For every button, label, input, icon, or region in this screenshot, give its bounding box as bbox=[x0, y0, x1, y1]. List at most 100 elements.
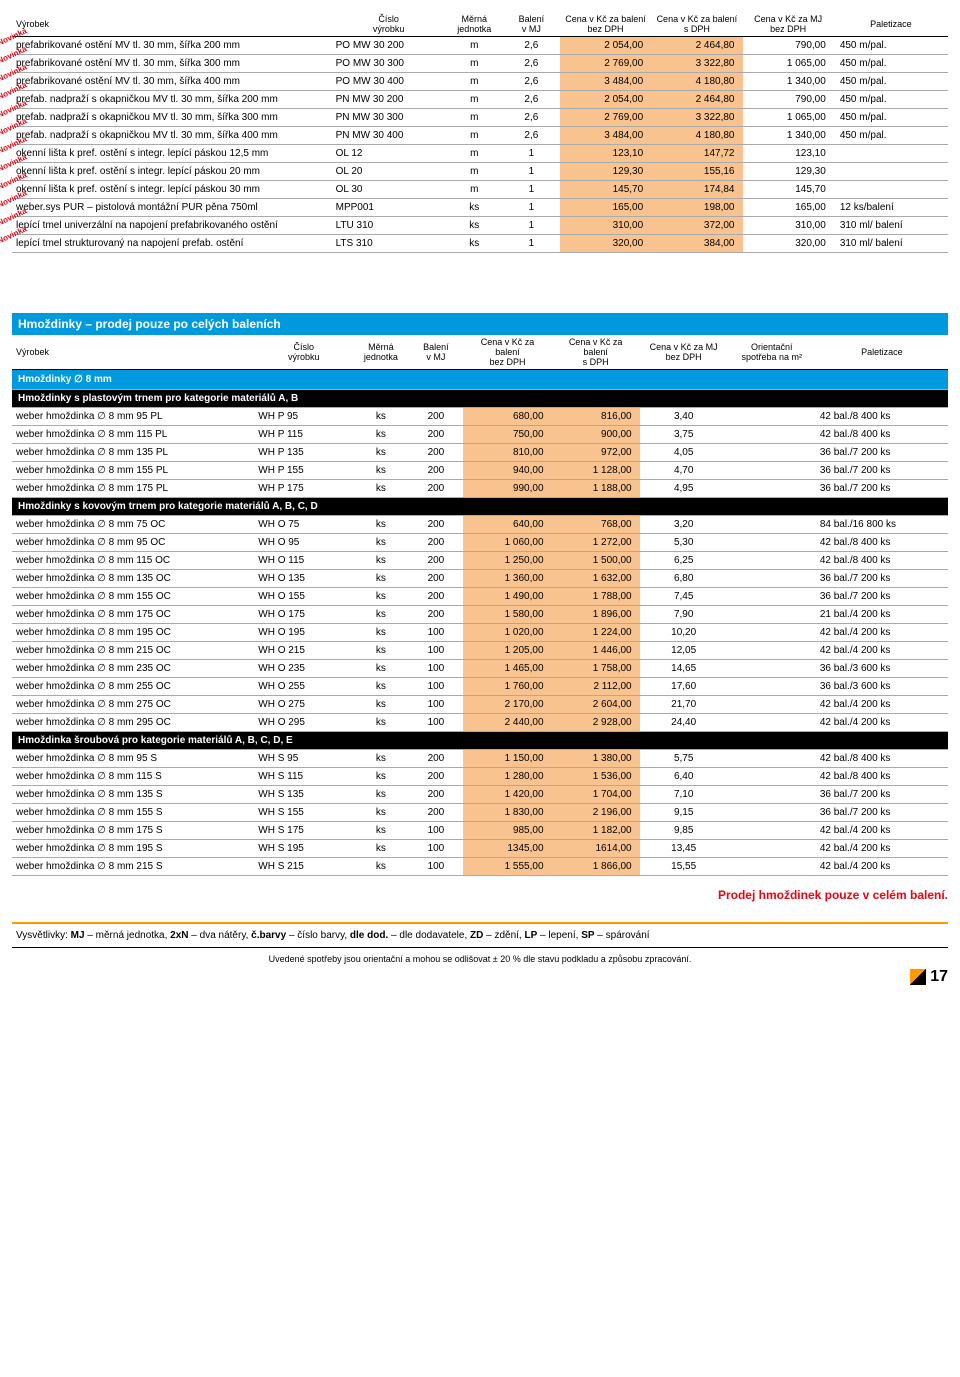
cell: 3 322,80 bbox=[651, 55, 742, 73]
cell: 1 580,00 bbox=[463, 606, 551, 624]
cell: 6,25 bbox=[640, 552, 728, 570]
table-row: prefabrikované ostění MV tl. 30 mm, šířk… bbox=[12, 73, 948, 91]
cell: ks bbox=[353, 444, 408, 462]
cell: 13,45 bbox=[640, 840, 728, 858]
cell: 165,00 bbox=[560, 199, 651, 217]
red-note: Prodej hmoždinek pouze v celém balení. bbox=[12, 888, 948, 902]
table-row: weber hmoždinka ∅ 8 mm 175 OCWH O 175ks2… bbox=[12, 606, 948, 624]
cell: 42 bal./4 200 ks bbox=[816, 858, 948, 876]
cell: 1 250,00 bbox=[463, 552, 551, 570]
products-table-2: VýrobekČíslovýrobkuMěrnájednotkaBalenív … bbox=[12, 335, 948, 876]
cell: WH O 255 bbox=[254, 678, 353, 696]
cell: 768,00 bbox=[552, 516, 640, 534]
cell: 3 484,00 bbox=[560, 127, 651, 145]
cell: ks bbox=[446, 235, 503, 253]
cell: 3,20 bbox=[640, 516, 728, 534]
cell: weber hmoždinka ∅ 8 mm 95 S bbox=[12, 750, 254, 768]
cell: 1 065,00 bbox=[743, 109, 834, 127]
cell: WH P 175 bbox=[254, 480, 353, 498]
cell: ks bbox=[353, 462, 408, 480]
cell: 1 760,00 bbox=[463, 678, 551, 696]
table-row: weber hmoždinka ∅ 8 mm 115 SWH S 115ks20… bbox=[12, 768, 948, 786]
cell: 10,20 bbox=[640, 624, 728, 642]
cell: 450 m/pal. bbox=[834, 55, 948, 73]
cell: 100 bbox=[408, 696, 463, 714]
cell: WH O 135 bbox=[254, 570, 353, 588]
footer-note: Uvedené spotřeby jsou orientační a mohou… bbox=[12, 954, 948, 964]
cell: ks bbox=[353, 642, 408, 660]
cell: weber hmoždinka ∅ 8 mm 195 S bbox=[12, 840, 254, 858]
cell bbox=[728, 642, 816, 660]
cell: PO MW 30 200 bbox=[332, 37, 446, 55]
cell bbox=[728, 660, 816, 678]
cell: 100 bbox=[408, 822, 463, 840]
cell: 6,40 bbox=[640, 768, 728, 786]
cell: 310 ml/ balení bbox=[834, 217, 948, 235]
table-row: weber hmoždinka ∅ 8 mm 135 OCWH O 135ks2… bbox=[12, 570, 948, 588]
products-table-1: VýrobekČíslovýrobkuMěrnájednotkaBalenív … bbox=[12, 12, 948, 253]
cell: WH S 195 bbox=[254, 840, 353, 858]
cell: 9,15 bbox=[640, 804, 728, 822]
cell: 198,00 bbox=[651, 199, 742, 217]
cell: 200 bbox=[408, 768, 463, 786]
cell: 640,00 bbox=[463, 516, 551, 534]
cell: 7,10 bbox=[640, 786, 728, 804]
cell: 2 054,00 bbox=[560, 37, 651, 55]
cell: ks bbox=[353, 660, 408, 678]
cell: 1 465,00 bbox=[463, 660, 551, 678]
cell: weber hmoždinka ∅ 8 mm 235 OC bbox=[12, 660, 254, 678]
cell: 200 bbox=[408, 750, 463, 768]
cell: WH O 175 bbox=[254, 606, 353, 624]
cell: ks bbox=[446, 199, 503, 217]
cell: 790,00 bbox=[743, 37, 834, 55]
table-row: weber hmoždinka ∅ 8 mm 95 SWH S 95ks2001… bbox=[12, 750, 948, 768]
table-row: prefabrikované ostění MV tl. 30 mm, šířk… bbox=[12, 55, 948, 73]
cell: ks bbox=[353, 426, 408, 444]
cell: 1 020,00 bbox=[463, 624, 551, 642]
cell: MPP001 bbox=[332, 199, 446, 217]
table-row: weber hmoždinka ∅ 8 mm 115 PLWH P 115ks2… bbox=[12, 426, 948, 444]
category-bar: Hmoždinky s kovovým trnem pro kategorie … bbox=[12, 498, 948, 516]
cell: m bbox=[446, 91, 503, 109]
cell: weber hmoždinka ∅ 8 mm 175 PL bbox=[12, 480, 254, 498]
cell: prefabrikované ostění MV tl. 30 mm, šířk… bbox=[12, 55, 332, 73]
cell: WH P 135 bbox=[254, 444, 353, 462]
cell: 36 bal./7 200 ks bbox=[816, 462, 948, 480]
cell: 2 928,00 bbox=[552, 714, 640, 732]
cell: 1 536,00 bbox=[552, 768, 640, 786]
cell bbox=[728, 696, 816, 714]
cell: 5,30 bbox=[640, 534, 728, 552]
cell: 384,00 bbox=[651, 235, 742, 253]
cell: 100 bbox=[408, 624, 463, 642]
cell: weber hmoždinka ∅ 8 mm 135 PL bbox=[12, 444, 254, 462]
table-row: prefab. nadpraží s okapničkou MV tl. 30 … bbox=[12, 127, 948, 145]
cell bbox=[834, 163, 948, 181]
cell: 810,00 bbox=[463, 444, 551, 462]
cell: 12 ks/balení bbox=[834, 199, 948, 217]
cell: 100 bbox=[408, 714, 463, 732]
cell bbox=[728, 534, 816, 552]
cell: 36 bal./7 200 ks bbox=[816, 480, 948, 498]
cell: 42 bal./4 200 ks bbox=[816, 696, 948, 714]
cell: 1 788,00 bbox=[552, 588, 640, 606]
cell: okenní lišta k pref. ostění s integr. le… bbox=[12, 145, 332, 163]
cell: LTS 310 bbox=[332, 235, 446, 253]
cell: 36 bal./7 200 ks bbox=[816, 570, 948, 588]
cell bbox=[728, 588, 816, 606]
col-header: Paletizace bbox=[816, 335, 948, 370]
cell: 174,84 bbox=[651, 181, 742, 199]
cell: prefab. nadpraží s okapničkou MV tl. 30 … bbox=[12, 91, 332, 109]
table-row: weber hmoždinka ∅ 8 mm 175 PLWH P 175ks2… bbox=[12, 480, 948, 498]
cell bbox=[728, 822, 816, 840]
cell: 14,65 bbox=[640, 660, 728, 678]
table-row: okenní lišta k pref. ostění s integr. le… bbox=[12, 163, 948, 181]
table-row: weber hmoždinka ∅ 8 mm 235 OCWH O 235ks1… bbox=[12, 660, 948, 678]
cell: 1 065,00 bbox=[743, 55, 834, 73]
cell bbox=[728, 840, 816, 858]
cell: ks bbox=[353, 570, 408, 588]
cell: weber hmoždinka ∅ 8 mm 115 PL bbox=[12, 426, 254, 444]
cell: WH S 95 bbox=[254, 750, 353, 768]
cell: ks bbox=[353, 408, 408, 426]
cell: 2 170,00 bbox=[463, 696, 551, 714]
logo-icon bbox=[910, 969, 926, 985]
